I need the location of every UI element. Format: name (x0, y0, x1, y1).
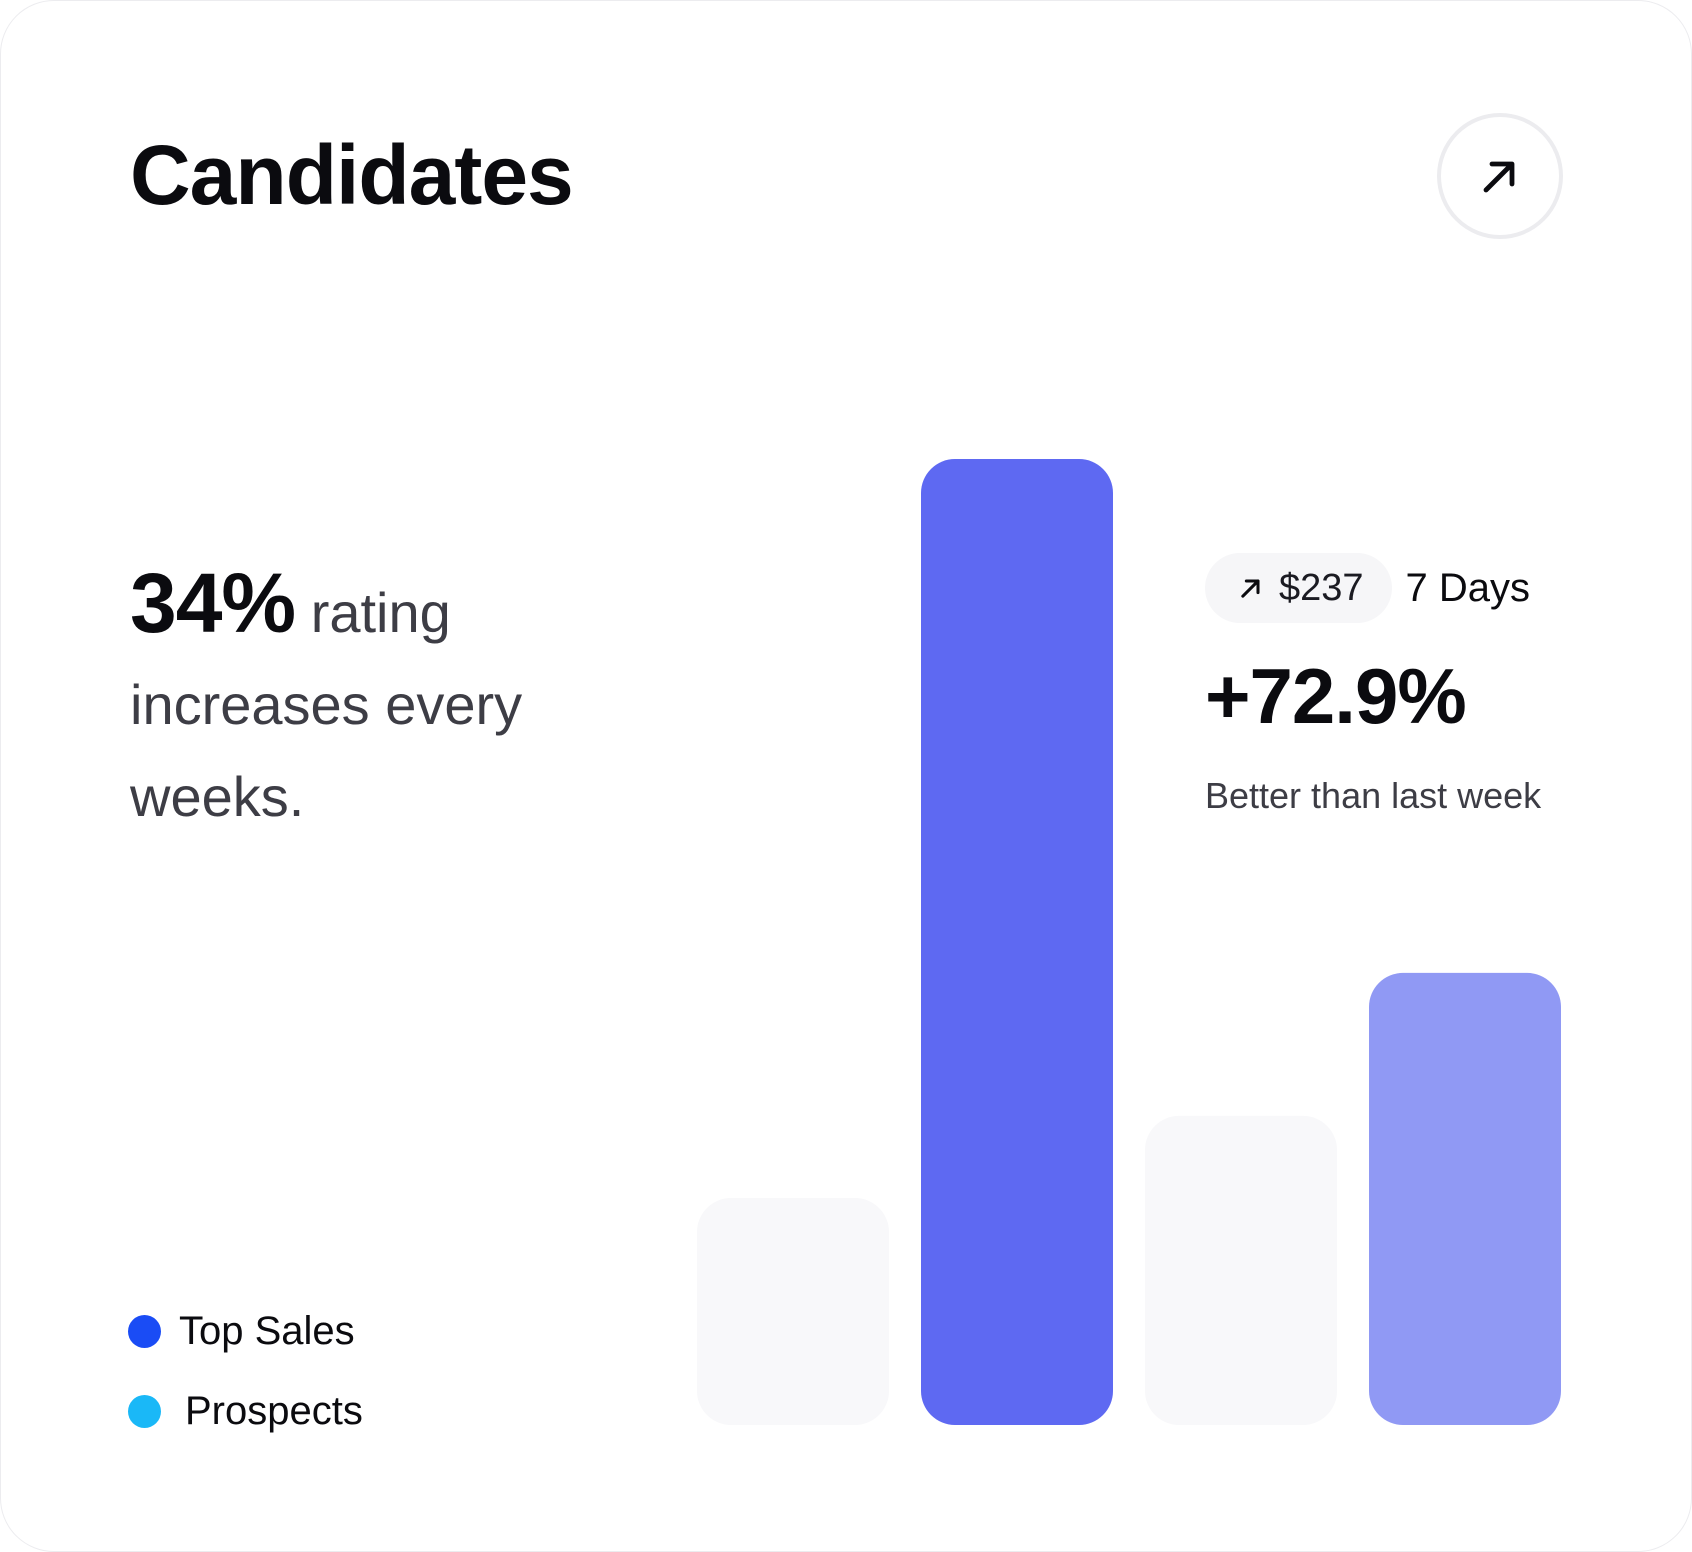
legend-item-prospects: Prospects (128, 1371, 363, 1451)
delta-value: +72.9% (1205, 652, 1467, 740)
rating-percent: 34% (130, 556, 296, 650)
chart-bar-1 (697, 1197, 889, 1425)
legend-dot-top-sales (128, 1314, 161, 1348)
legend-label-top-sales: Top Sales (179, 1308, 355, 1353)
card-title: Candidates (130, 128, 574, 222)
amount-pill: $237 (1205, 553, 1392, 623)
chart-bar-2 (921, 459, 1113, 1425)
bar-chart-svg (697, 459, 1561, 1425)
headline-line-2: increases every (130, 673, 523, 736)
pill-row: $237 7 Days (1205, 553, 1565, 623)
arrow-up-right-icon (1241, 579, 1260, 598)
legend-item-top-sales: Top Sales (128, 1291, 363, 1371)
rating-word: rating (310, 581, 451, 644)
chart-bar-4 (1369, 972, 1561, 1425)
stats-panel: $237 7 Days +72.9% Better than last week (1205, 553, 1565, 817)
chart-bar-3 (1145, 1115, 1337, 1425)
period-label: 7 Days (1405, 565, 1531, 610)
arrow-up-right-icon (1483, 161, 1515, 193)
legend-label-prospects: Prospects (185, 1388, 363, 1433)
legend-dot-prospects (128, 1394, 161, 1428)
rating-headline: 34% rating increases every weeks. (130, 557, 650, 843)
delta-caption: Better than last week (1205, 775, 1542, 816)
open-details-button[interactable] (1437, 113, 1563, 239)
chart-legend: Top Sales Prospects (128, 1291, 363, 1451)
bar-chart (691, 441, 1571, 1425)
headline-line-3: weeks. (130, 765, 305, 828)
amount-value: $237 (1279, 566, 1364, 609)
